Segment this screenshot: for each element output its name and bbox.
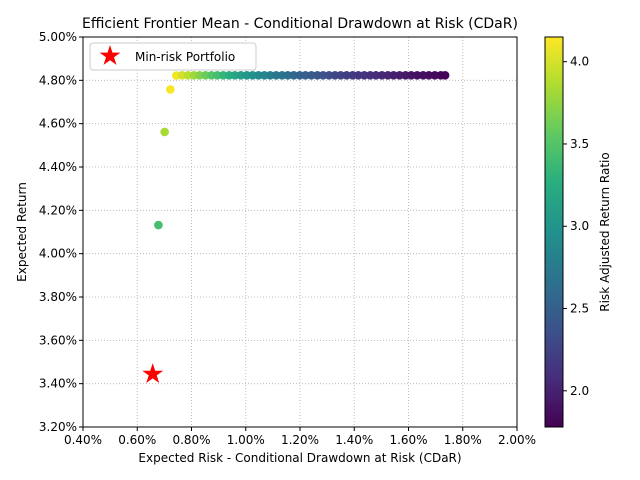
- frontier-point: [177, 71, 187, 80]
- grid: [83, 37, 517, 427]
- frontier-point: [271, 71, 281, 80]
- frontier-point: [195, 71, 204, 80]
- frontier-point: [265, 71, 275, 80]
- frontier-point: [430, 71, 440, 80]
- y-tick-label: 4.00%: [39, 247, 77, 261]
- x-tick-label: 1.00%: [227, 433, 265, 447]
- y-tick-label: 4.80%: [39, 73, 77, 87]
- y-tick-label: 4.40%: [39, 160, 77, 174]
- legend: Min-risk Portfolio: [89, 42, 257, 71]
- colorbar-label: Risk Adjusted Return Ratio: [598, 152, 612, 311]
- y-axis-label: Expected Return: [15, 182, 29, 282]
- frontier-point: [283, 71, 293, 80]
- x-tick-label: 0.60%: [118, 433, 156, 447]
- colorbar-ticks: 2.0 2.5 3.0 3.5 4.0: [563, 55, 589, 398]
- frontier-point: [324, 71, 334, 80]
- colorbar-gradient: [544, 36, 564, 428]
- colorbar-tick-label: 3.5: [570, 137, 589, 151]
- frontier-point: [160, 127, 169, 137]
- frontier-point: [201, 71, 210, 80]
- x-tick-label: 2.00%: [498, 433, 536, 447]
- frontier-point: [236, 71, 246, 80]
- y-tick-label: 3.60%: [39, 333, 77, 347]
- frontier-point: [230, 71, 240, 80]
- colorbar-tick-label: 3.0: [570, 219, 589, 233]
- y-tick-label: 3.40%: [39, 377, 77, 391]
- frontier-point: [301, 71, 310, 80]
- frontier-point: [183, 71, 193, 80]
- frontier-point: [318, 71, 328, 80]
- frontier-point: [166, 85, 175, 94]
- colorbar: 2.0 2.5 3.0 3.5 4.0 Risk Adjusted Return Rat…: [544, 36, 612, 428]
- frontier-point: [154, 220, 163, 230]
- y-tick-label: 4.20%: [39, 203, 77, 217]
- frontier-point: [424, 71, 434, 80]
- x-tick-label: 0.40%: [64, 433, 102, 447]
- x-tick-label: 1.80%: [444, 433, 482, 447]
- x-tick-label: 1.40%: [335, 433, 373, 447]
- x-tick-label: 0.80%: [172, 433, 210, 447]
- min-risk-marker-layer: [142, 363, 164, 384]
- y-axis-ticks: 3.20% 3.40% 3.60% 3.80% 4.00% 4.20% 4.40% 4.60%…: [39, 30, 83, 434]
- frontier-point: [406, 71, 416, 80]
- y-tick-label: 4.60%: [39, 117, 77, 131]
- y-tick-label: 3.20%: [39, 420, 77, 434]
- y-tick-label: 5.00%: [39, 30, 77, 44]
- frontier-point: [212, 71, 222, 80]
- frontier-point: [354, 71, 363, 80]
- colorbar-tick-label: 2.0: [570, 384, 589, 398]
- frontier-point: [377, 71, 387, 80]
- frontier-point: [307, 71, 316, 80]
- legend-box: [89, 42, 257, 71]
- frontier-point: [336, 71, 345, 80]
- frontier-point: [412, 71, 422, 80]
- frontier-point: [395, 71, 404, 80]
- min-risk-portfolio-marker: [142, 363, 164, 384]
- frontier-point: [359, 71, 369, 80]
- x-tick-label: 1.60%: [389, 433, 427, 447]
- colorbar-tick-label: 4.0: [570, 55, 589, 69]
- legend-entry-min-risk: Min-risk Portfolio: [135, 50, 235, 64]
- chart-title: Efficient Frontier Mean - Conditional Dr…: [82, 16, 518, 32]
- frontier-points: [154, 71, 450, 230]
- frontier-point: [289, 71, 299, 80]
- frontier-point: [218, 71, 228, 80]
- frontier-point: [389, 71, 398, 80]
- frontier-point: [371, 71, 381, 80]
- frontier-point: [440, 71, 450, 80]
- y-tick-label: 3.80%: [39, 290, 77, 304]
- frontier-point: [342, 71, 351, 80]
- legend-star-icon: [99, 45, 121, 65]
- frontier-point: [248, 71, 257, 80]
- x-axis-ticks: 0.40% 0.60% 0.80% 1.00% 1.20% 1.40% 1.60% 1.80%…: [64, 427, 536, 447]
- colorbar-tick-label: 2.5: [570, 302, 589, 316]
- x-axis-label: Expected Risk - Conditional Drawdown at …: [138, 451, 461, 465]
- x-tick-label: 1.20%: [281, 433, 319, 447]
- frontier-point: [254, 71, 263, 80]
